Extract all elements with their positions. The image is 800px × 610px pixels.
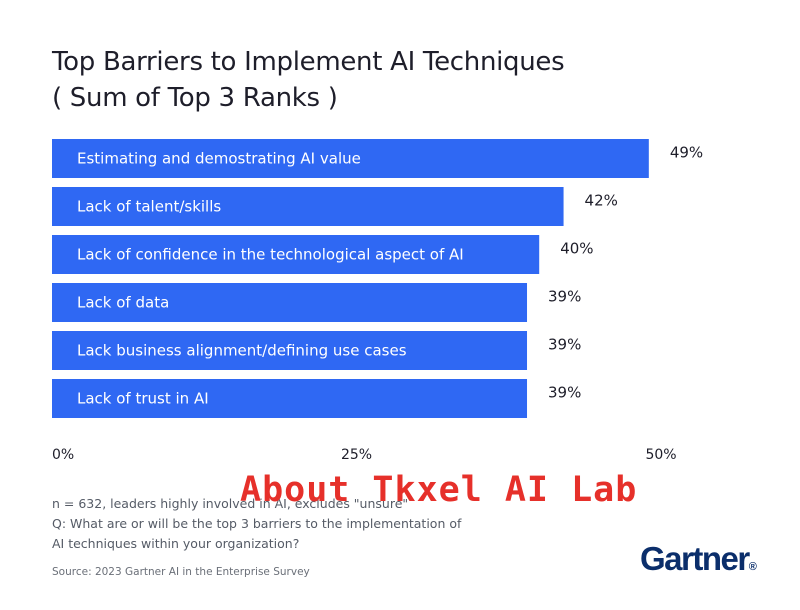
- bar: [52, 187, 564, 226]
- bar-category-label: Lack of trust in AI: [77, 390, 209, 408]
- chart-subtitle: ( Sum of Top 3 Ranks ): [52, 83, 338, 113]
- overlay-watermark: About Tkxel AI Lab: [240, 470, 638, 510]
- bar: [52, 379, 528, 418]
- x-tick-label: 50%: [645, 447, 676, 463]
- sample-note: n = 632, leaders highly involved in AI, …: [52, 496, 409, 511]
- bars-layer: Estimating and demostrating AI value 49% L…: [52, 139, 703, 418]
- bar-category-label: Lack of talent/skills: [77, 198, 221, 216]
- bar-value-label: 40%: [560, 240, 593, 258]
- bar-chart: Estimating and demostrating AI value 49% L…: [52, 139, 703, 463]
- chart-title: Top Barriers to Implement AI Techniques: [52, 47, 565, 77]
- bar-category-label: Lack of data: [77, 294, 169, 312]
- survey-question: Q: What are or will be the top 3 barrier…: [52, 516, 462, 551]
- bar-category-label: Lack business alignment/defining use cas…: [77, 342, 407, 360]
- bar-value-label: 49%: [670, 144, 703, 162]
- bar-value-label: 39%: [548, 336, 581, 354]
- x-tick-label: 25%: [341, 447, 372, 463]
- x-tick-label: 0%: [52, 447, 74, 463]
- bar-category-label: Estimating and demostrating AI value: [77, 150, 361, 168]
- bar: [52, 235, 540, 274]
- bar-value-label: 39%: [548, 288, 581, 306]
- logo-registered-mark: ®: [748, 561, 757, 573]
- bar-value-label: 39%: [548, 384, 581, 402]
- chart-title-block: Top Barriers to Implement AI Techniques …: [52, 44, 565, 116]
- source-note: Source: 2023 Gartner AI in the Enterpris…: [52, 566, 310, 578]
- bar-category-label: Lack of confidence in the technological …: [77, 246, 464, 264]
- logo-text: Gartner: [640, 540, 750, 577]
- gartner-logo: Gartner®: [640, 540, 757, 578]
- bar: [52, 283, 528, 322]
- bar-value-label: 42%: [585, 192, 618, 210]
- bar: [52, 331, 528, 370]
- x-axis-ticks: 0% 25% 50%: [52, 447, 677, 463]
- bar: [52, 139, 649, 178]
